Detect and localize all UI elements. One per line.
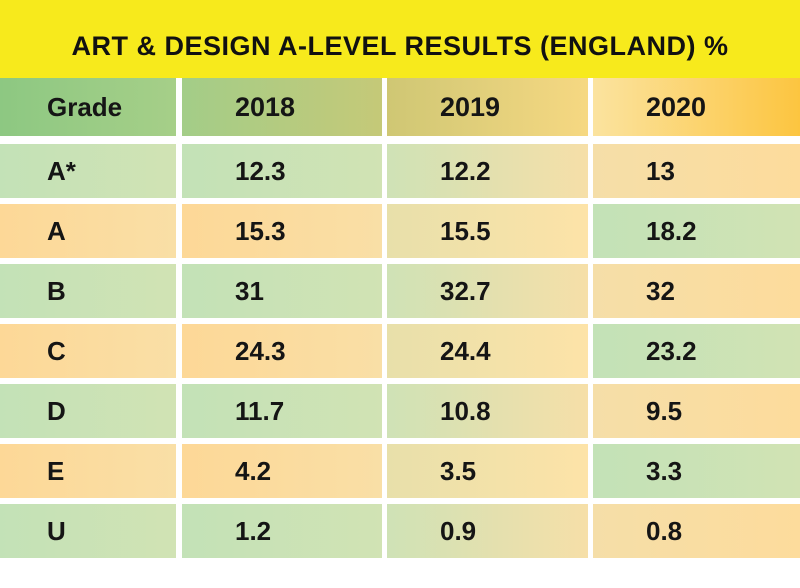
value-cell: 23.2 [593, 324, 800, 378]
grade-cell: B [0, 264, 176, 318]
grade-cell: E [0, 444, 176, 498]
table-row: C 24.3 24.4 23.2 [0, 324, 800, 378]
value-cell: 24.4 [387, 324, 588, 378]
value-cell: 0.8 [593, 504, 800, 558]
value-cell: 24.3 [182, 324, 382, 378]
value-cell: 1.2 [182, 504, 382, 558]
value-cell: 15.3 [182, 204, 382, 258]
table-row: B 31 32.7 32 [0, 264, 800, 318]
value-cell: 32 [593, 264, 800, 318]
grade-cell: A [0, 204, 176, 258]
header-2020: 2020 [593, 78, 800, 136]
value-cell: 4.2 [182, 444, 382, 498]
value-cell: 15.5 [387, 204, 588, 258]
value-cell: 18.2 [593, 204, 800, 258]
title-bar: ART & DESIGN A-LEVEL RESULTS (ENGLAND) % [0, 0, 800, 78]
value-cell: 9.5 [593, 384, 800, 438]
grade-cell: C [0, 324, 176, 378]
header-row: Grade 2018 2019 2020 [0, 78, 800, 136]
table-row: A 15.3 15.5 18.2 [0, 204, 800, 258]
value-cell: 12.2 [387, 144, 588, 198]
table-row: U 1.2 0.9 0.8 [0, 504, 800, 558]
grade-cell: A* [0, 144, 176, 198]
value-cell: 11.7 [182, 384, 382, 438]
value-cell: 32.7 [387, 264, 588, 318]
value-cell: 3.5 [387, 444, 588, 498]
header-2018: 2018 [182, 78, 382, 136]
chart-title: ART & DESIGN A-LEVEL RESULTS (ENGLAND) % [71, 30, 729, 61]
value-cell: 13 [593, 144, 800, 198]
grade-cell: U [0, 504, 176, 558]
header-grade: Grade [0, 78, 176, 136]
header-2019: 2019 [387, 78, 588, 136]
table-row: E 4.2 3.5 3.3 [0, 444, 800, 498]
grade-cell: D [0, 384, 176, 438]
value-cell: 3.3 [593, 444, 800, 498]
table-row: D 11.7 10.8 9.5 [0, 384, 800, 438]
value-cell: 10.8 [387, 384, 588, 438]
value-cell: 0.9 [387, 504, 588, 558]
table-row: A* 12.3 12.2 13 [0, 144, 800, 198]
value-cell: 31 [182, 264, 382, 318]
value-cell: 12.3 [182, 144, 382, 198]
